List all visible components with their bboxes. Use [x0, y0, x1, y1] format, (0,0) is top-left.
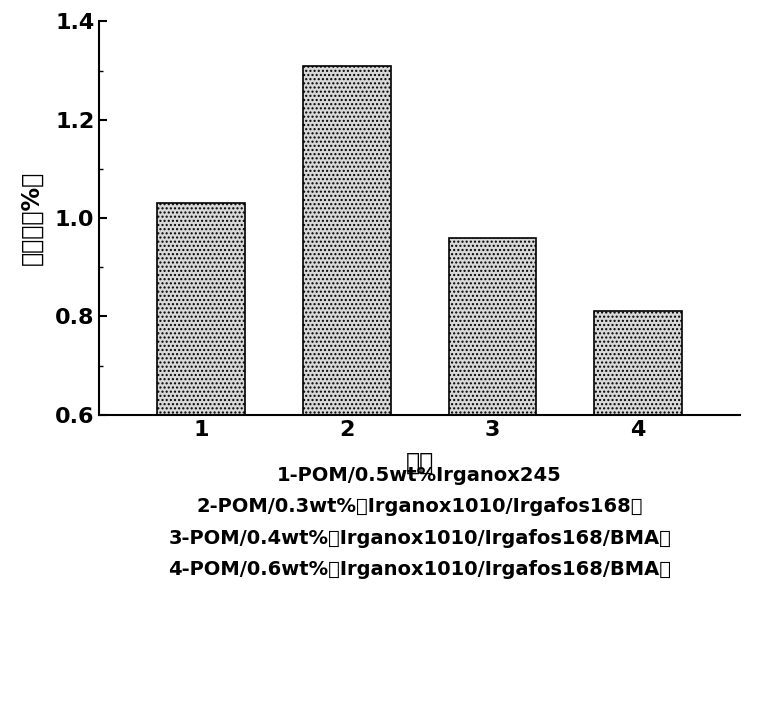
Text: 4-POM/0.6wt%（Irganox1010/Irgafos168/BMA）: 4-POM/0.6wt%（Irganox1010/Irgafos168/BMA）: [168, 561, 671, 579]
Bar: [157, 203, 245, 415]
Y-axis label: 热失重（%）: 热失重（%）: [20, 171, 43, 265]
Bar: [594, 312, 682, 415]
Text: 2-POM/0.3wt%（Irganox1010/Irgafos168）: 2-POM/0.3wt%（Irganox1010/Irgafos168）: [196, 498, 643, 516]
Text: 1-POM/0.5wt%Irganox245: 1-POM/0.5wt%Irganox245: [277, 466, 562, 485]
Bar: [449, 238, 536, 415]
Text: 3-POM/0.4wt%（Irganox1010/Irgafos168/BMA）: 3-POM/0.4wt%（Irganox1010/Irgafos168/BMA）: [168, 529, 671, 548]
X-axis label: 试样: 试样: [405, 450, 434, 475]
Bar: [303, 66, 391, 415]
